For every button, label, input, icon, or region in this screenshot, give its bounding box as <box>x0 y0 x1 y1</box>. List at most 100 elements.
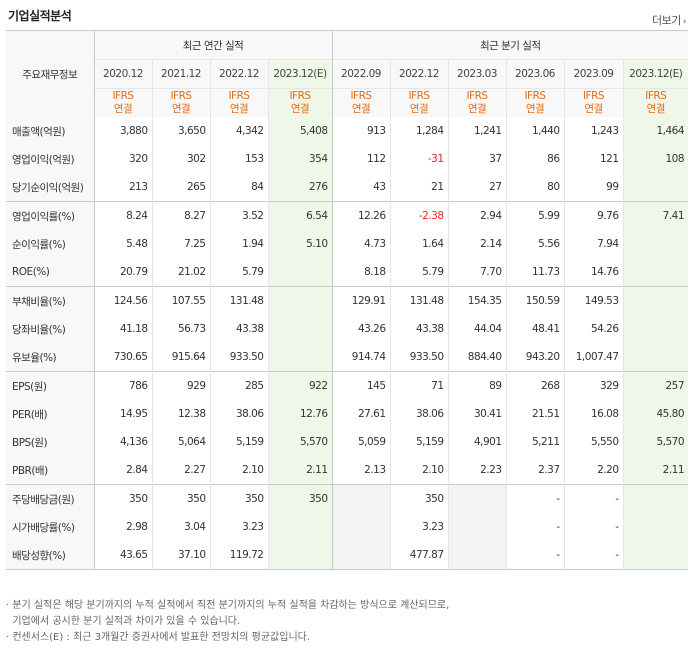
basis-line1: IFRS <box>112 90 134 102</box>
basis-line2: 연결 <box>113 103 133 115</box>
more-label: 더보기 <box>652 14 681 27</box>
basis-header-row: IFRS 연결 IFRS 연결 IFRS 연결 IFRS 연결 IFRS 연결 IFRS 연결 IFRS… <box>6 88 689 117</box>
basis-line1: IFRS <box>289 90 311 102</box>
value-cell: 8.18 <box>332 258 391 287</box>
value-cell: 2.23 <box>448 456 507 485</box>
value-cell: 4,342 <box>210 117 269 145</box>
more-link[interactable]: 더보기 › <box>652 12 687 28</box>
value-cell: 884.40 <box>448 343 507 372</box>
value-cell: 41.18 <box>94 315 153 343</box>
value-cell: 302 <box>152 145 211 173</box>
value-cell: 2.98 <box>94 513 153 541</box>
value-cell <box>332 484 391 513</box>
value-cell <box>623 315 689 343</box>
value-cell: 89 <box>448 371 507 400</box>
basis-line2: 연결 <box>584 103 603 115</box>
chevron-right-icon: › <box>682 17 687 27</box>
table-row: 시가배당률(%) 2.98 3.04 3.23 3.23- - <box>6 513 689 541</box>
value-cell: - <box>564 513 624 541</box>
quarter-group-header: 최근 분기 실적 <box>332 30 689 60</box>
basis-line2: 연결 <box>351 103 371 115</box>
value-cell: 8.27 <box>152 201 211 230</box>
table-row: ROE(%) 20.79 21.02 5.79 8.18 5.79 7.70 11.73 14.… <box>6 258 689 287</box>
value-cell: 933.50 <box>210 343 269 372</box>
value-cell: 131.48 <box>390 286 449 315</box>
table-row: 주당배당금(원) 350 350 350 350 350- - <box>6 484 689 513</box>
value-cell: 30.41 <box>448 400 507 428</box>
value-cell: 154.35 <box>448 286 507 315</box>
period-header: 2021.12 <box>152 59 211 89</box>
value-cell: - <box>564 484 624 513</box>
value-cell: 48.41 <box>506 315 565 343</box>
value-cell: 45.80 <box>623 400 689 428</box>
value-cell: 124.56 <box>94 286 153 315</box>
value-cell: 3,650 <box>152 117 211 145</box>
value-cell: 265 <box>152 173 211 202</box>
value-cell: 27 <box>448 173 507 202</box>
value-cell: 21 <box>390 173 449 202</box>
value-cell: 6.54 <box>268 201 333 230</box>
value-cell: 43 <box>332 173 391 202</box>
value-cell: 3.04 <box>152 513 211 541</box>
value-cell: 44.04 <box>448 315 507 343</box>
value-cell <box>268 286 333 315</box>
value-cell: 730.65 <box>94 343 153 372</box>
value-cell <box>268 258 333 287</box>
value-cell <box>268 541 333 570</box>
row-label: 매출액(억원) <box>6 117 95 145</box>
value-cell: 7.94 <box>564 230 624 258</box>
value-cell: 149.53 <box>564 286 624 315</box>
value-cell: 2.10 <box>210 456 269 485</box>
value-cell: 5,408 <box>268 117 333 145</box>
value-cell: 108 <box>623 145 689 173</box>
value-cell: 99 <box>564 173 624 202</box>
table-row: EPS(원) 786 929 285 922 145 71 89 268 329 257 <box>6 371 689 400</box>
value-cell: 5,064 <box>152 428 211 456</box>
value-cell: 112 <box>332 145 391 173</box>
value-cell: 3.23 <box>390 513 449 541</box>
basis-header: IFRS 연결 <box>448 88 507 117</box>
period-header: 2023.03 <box>448 59 507 89</box>
value-cell <box>623 513 689 541</box>
value-cell <box>623 541 689 570</box>
value-cell: 2.27 <box>152 456 211 485</box>
value-cell: 914.74 <box>332 343 391 372</box>
value-cell: 43.65 <box>94 541 153 570</box>
note-line: · 컨센서스(E) : 최근 3개월간 증권사에서 발표한 전망치의 평균값입니… <box>6 632 311 643</box>
value-cell: 3.23 <box>210 513 269 541</box>
value-cell: -31 <box>390 145 449 173</box>
value-cell: 80 <box>506 173 565 202</box>
value-cell: -2.38 <box>390 201 449 230</box>
basis-header: IFRS 연결 <box>623 88 689 117</box>
value-cell: 43.38 <box>390 315 449 343</box>
basis-header: IFRS 연결 <box>210 88 269 117</box>
row-label: 순이익률(%) <box>6 230 95 258</box>
basis-header: IFRS 연결 <box>332 88 391 117</box>
table-row: 당좌비율(%) 41.18 56.73 43.38 43.26 43.38 44.04 48.… <box>6 315 689 343</box>
value-cell: 21.02 <box>152 258 211 287</box>
basis-line1: IFRS <box>645 90 667 102</box>
table-row: 당기순이익(억원) 213 265 84 276 43 21 27 80 99 <box>6 173 689 202</box>
value-cell: 37.10 <box>152 541 211 570</box>
row-label: 당좌비율(%) <box>6 315 95 343</box>
value-cell: 5.79 <box>390 258 449 287</box>
value-cell: 129.91 <box>332 286 391 315</box>
row-label: 배당성향(%) <box>6 541 95 570</box>
financial-table: 주요재무정보 최근 연간 실적 최근 분기 실적 2020.12 2021.12 2… <box>6 30 689 570</box>
basis-line2: 연결 <box>229 103 249 115</box>
basis-line1: IFRS <box>524 90 546 102</box>
table-row: 매출액(억원) 3,880 3,650 4,342 5,408 913 1,284 1,241… <box>6 117 689 145</box>
basis-header: IFRS 연결 <box>152 88 211 117</box>
value-cell: 1,464 <box>623 117 689 145</box>
value-cell: 1,241 <box>448 117 507 145</box>
value-cell: 329 <box>564 371 624 400</box>
value-cell: 2.94 <box>448 201 507 230</box>
table-row: 순이익률(%) 5.48 7.25 1.94 5.10 4.73 1.64 2.14 5.56 7… <box>6 230 689 258</box>
value-cell <box>623 286 689 315</box>
value-cell: 5,159 <box>390 428 449 456</box>
value-cell: 213 <box>94 173 153 202</box>
table-row: 배당성향(%) 43.65 37.10 119.72 477.87 - - <box>6 541 689 570</box>
value-cell: 350 <box>94 484 153 513</box>
value-cell: 14.76 <box>564 258 624 287</box>
period-header: 2022.12 <box>210 59 269 89</box>
